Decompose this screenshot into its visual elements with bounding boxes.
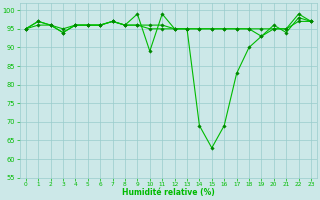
- X-axis label: Humidité relative (%): Humidité relative (%): [122, 188, 215, 197]
